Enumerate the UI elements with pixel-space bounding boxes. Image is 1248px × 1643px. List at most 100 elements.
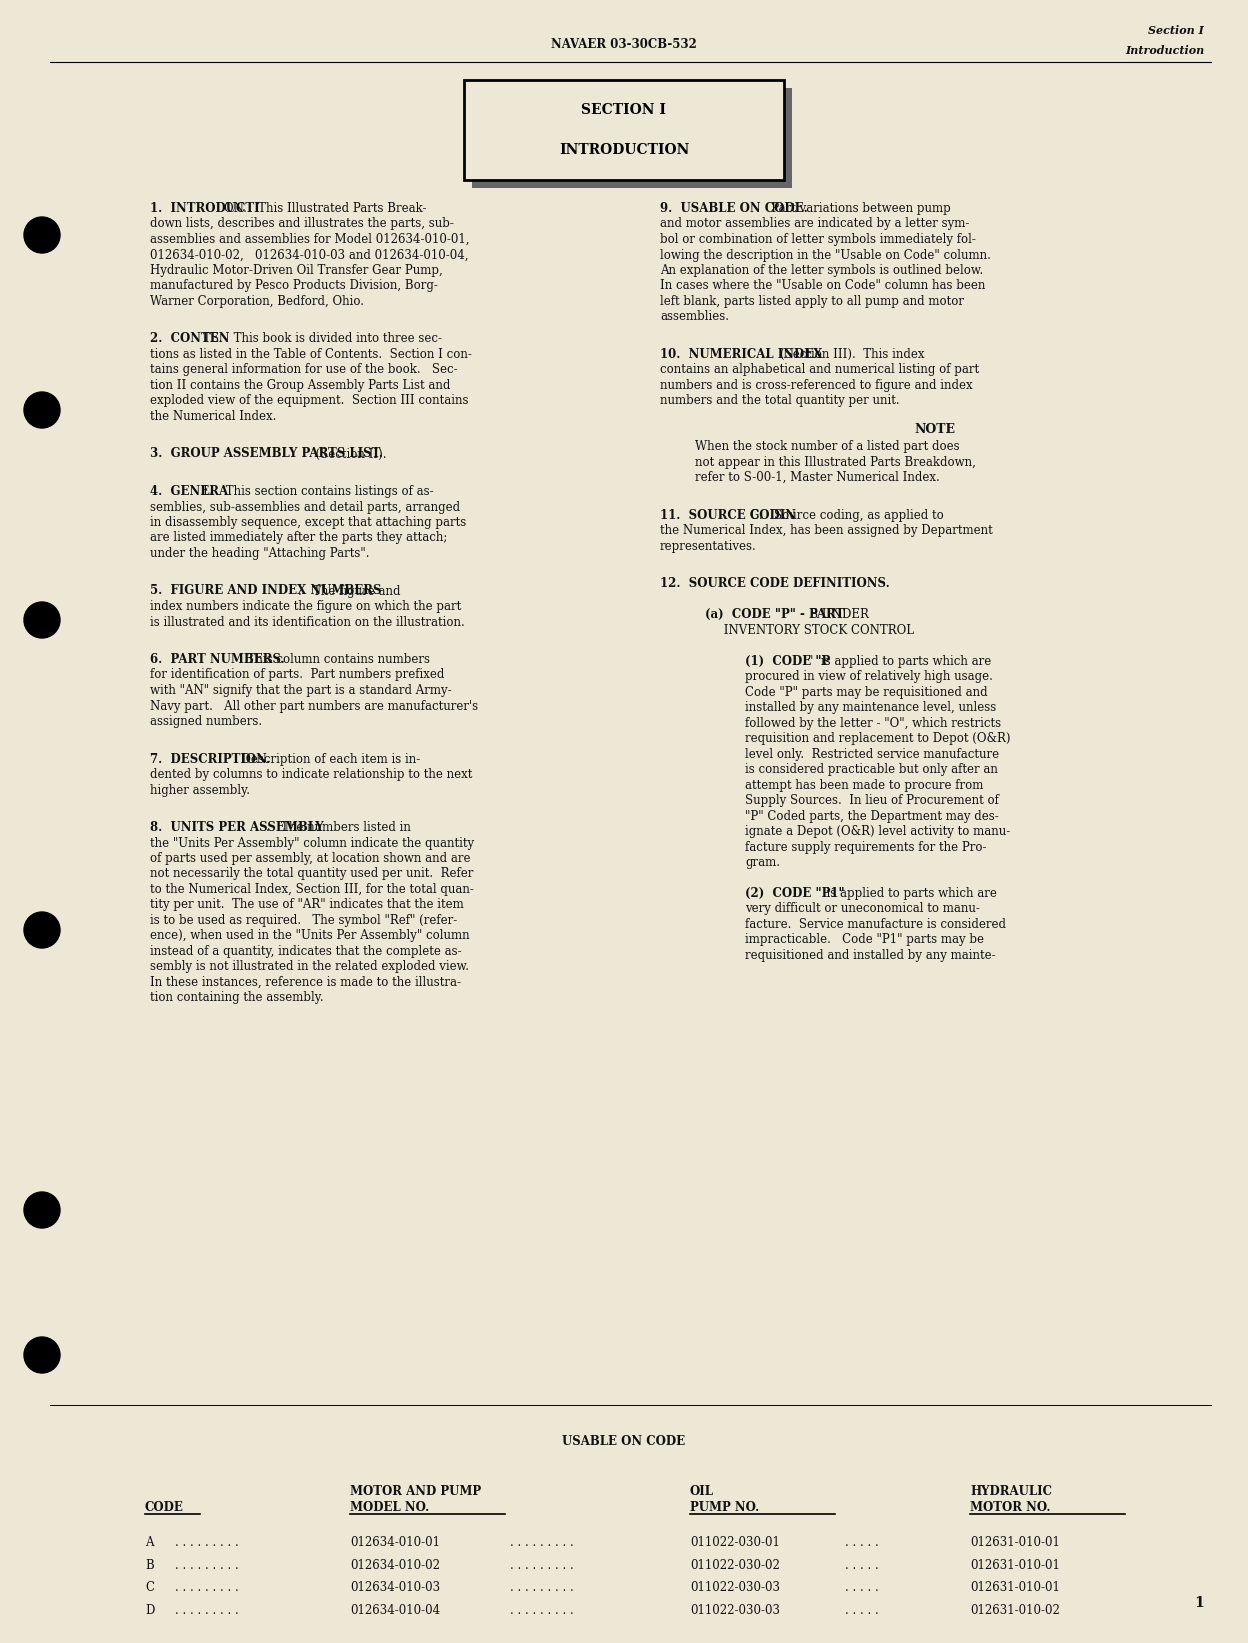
Text: left blank, parts listed apply to all pump and motor: left blank, parts listed apply to all pu…: [660, 296, 963, 307]
Text: the Numerical Index, has been assigned by Department: the Numerical Index, has been assigned b…: [660, 524, 992, 537]
Text: representatives.: representatives.: [660, 541, 756, 552]
Text: assemblies.: assemblies.: [660, 311, 729, 324]
Text: . . . . . . . . .: . . . . . . . . .: [510, 1559, 574, 1572]
Text: the "Units Per Assembly" column indicate the quantity: the "Units Per Assembly" column indicate…: [150, 836, 474, 849]
Text: SECTION I: SECTION I: [582, 104, 666, 117]
Text: dented by columns to indicate relationship to the next: dented by columns to indicate relationsh…: [150, 767, 473, 780]
Circle shape: [24, 601, 60, 637]
Text: impracticable.   Code "P1" parts may be: impracticable. Code "P1" parts may be: [745, 933, 983, 946]
Text: requisitioned and installed by any mainte-: requisitioned and installed by any maint…: [745, 950, 996, 961]
Text: lowing the description in the "Usable on Code" column.: lowing the description in the "Usable on…: [660, 248, 991, 261]
Text: MODEL NO.: MODEL NO.: [349, 1502, 429, 1515]
Text: . . . . . . . . .: . . . . . . . . .: [175, 1604, 238, 1617]
Text: tions as listed in the Table of Contents.  Section I con-: tions as listed in the Table of Contents…: [150, 348, 472, 361]
Text: PUMP NO.: PUMP NO.: [690, 1502, 759, 1515]
Text: 012634-010-02,   012634-010-03 and 012634-010-04,: 012634-010-02, 012634-010-03 and 012634-…: [150, 248, 468, 261]
Text: G.   Source coding, as applied to: G. Source coding, as applied to: [750, 509, 943, 522]
Text: A: A: [145, 1536, 154, 1549]
Circle shape: [24, 1193, 60, 1227]
Text: Hydraulic Motor-Driven Oil Transfer Gear Pump,: Hydraulic Motor-Driven Oil Transfer Gear…: [150, 265, 443, 278]
Text: attempt has been made to procure from: attempt has been made to procure from: [745, 779, 983, 792]
Text: 11.  SOURCE CODIN: 11. SOURCE CODIN: [660, 509, 796, 522]
Text: "P" Coded parts, the Department may des-: "P" Coded parts, the Department may des-: [745, 810, 998, 823]
Text: 1: 1: [1194, 1595, 1204, 1610]
Text: of parts used per assembly, at location shown and are: of parts used per assembly, at location …: [150, 853, 470, 864]
Circle shape: [24, 1337, 60, 1374]
Text: not appear in this Illustrated Parts Breakdown,: not appear in this Illustrated Parts Bre…: [695, 455, 976, 468]
Text: INTRODUCTION: INTRODUCTION: [559, 143, 689, 158]
Text: . . . . . . . . .: . . . . . . . . .: [510, 1582, 574, 1594]
Text: 2.  CONTEN: 2. CONTEN: [150, 332, 230, 345]
Text: INVENTORY STOCK CONTROL: INVENTORY STOCK CONTROL: [705, 624, 914, 636]
Text: tion II contains the Group Assembly Parts List and: tion II contains the Group Assembly Part…: [150, 380, 451, 393]
Text: 8.  UNITS PER ASSEMBLY: 8. UNITS PER ASSEMBLY: [150, 822, 323, 835]
Text: .   The numbers listed in: . The numbers listed in: [266, 822, 411, 835]
Text: 012631-010-01: 012631-010-01: [970, 1582, 1060, 1594]
Text: . . . . . . . . .: . . . . . . . . .: [510, 1604, 574, 1617]
Text: ON.   This Illustrated Parts Break-: ON. This Illustrated Parts Break-: [223, 202, 427, 215]
Text: B: B: [145, 1559, 154, 1572]
Text: . . . . .: . . . . .: [845, 1559, 879, 1572]
Text: 9.  USABLE ON CODE.: 9. USABLE ON CODE.: [660, 202, 807, 215]
Text: Code "P" parts may be requisitioned and: Code "P" parts may be requisitioned and: [745, 685, 987, 698]
Text: 1.  INTRODUCTI: 1. INTRODUCTI: [150, 202, 260, 215]
Text: requisition and replacement to Depot (O&R): requisition and replacement to Depot (O&…: [745, 733, 1011, 744]
Text: bol or combination of letter symbols immediately fol-: bol or combination of letter symbols imm…: [660, 233, 976, 246]
Text: 012634-010-01: 012634-010-01: [349, 1536, 441, 1549]
Text: . . . . .: . . . . .: [845, 1604, 879, 1617]
Text: 6.  PART NUMBERS.: 6. PART NUMBERS.: [150, 652, 285, 665]
Text: 4.  GENERA: 4. GENERA: [150, 485, 228, 498]
Text: . . . . . . . . .: . . . . . . . . .: [175, 1536, 238, 1549]
Text: installed by any maintenance level, unless: installed by any maintenance level, unle…: [745, 702, 996, 715]
Text: numbers and is cross-referenced to figure and index: numbers and is cross-referenced to figur…: [660, 380, 972, 393]
Text: CODE: CODE: [145, 1502, 183, 1515]
Text: is applied to parts which are: is applied to parts which are: [819, 887, 997, 900]
Text: with "AN" signify that the part is a standard Army-: with "AN" signify that the part is a sta…: [150, 683, 452, 697]
Text: level only.  Restricted service manufacture: level only. Restricted service manufactu…: [745, 748, 1000, 761]
Text: (Section II).: (Section II).: [308, 447, 387, 460]
Text: . . . . . . . . .: . . . . . . . . .: [175, 1559, 238, 1572]
Text: refer to S-00-1, Master Numerical Index.: refer to S-00-1, Master Numerical Index.: [695, 472, 940, 485]
Text: "  is applied to parts which are: " is applied to parts which are: [809, 654, 991, 667]
Text: In these instances, reference is made to the illustra-: In these instances, reference is made to…: [150, 976, 461, 989]
Circle shape: [24, 912, 60, 948]
Text: assemblies and assemblies for Model 012634-010-01,: assemblies and assemblies for Model 0126…: [150, 233, 469, 246]
Text: Section I: Section I: [1148, 25, 1204, 36]
Text: .   The figure and: . The figure and: [297, 585, 401, 598]
Text: ence), when used in the "Units Per Assembly" column: ence), when used in the "Units Per Assem…: [150, 930, 469, 943]
Text: . . . . .: . . . . .: [845, 1582, 879, 1594]
Text: 5.  FIGURE AND INDEX NUMBERS: 5. FIGURE AND INDEX NUMBERS: [150, 585, 382, 598]
Text: Supply Sources.  In lieu of Procurement of: Supply Sources. In lieu of Procurement o…: [745, 794, 998, 807]
Text: Navy part.   All other part numbers are manufacturer's: Navy part. All other part numbers are ma…: [150, 700, 478, 713]
Text: numbers and the total quantity per unit.: numbers and the total quantity per unit.: [660, 394, 900, 407]
Text: When the stock number of a listed part does: When the stock number of a listed part d…: [695, 440, 960, 453]
Circle shape: [24, 217, 60, 253]
Text: and motor assemblies are indicated by a letter sym-: and motor assemblies are indicated by a …: [660, 217, 970, 230]
Text: procured in view of relatively high usage.: procured in view of relatively high usag…: [745, 670, 993, 683]
Text: manufactured by Pesco Products Division, Borg-: manufactured by Pesco Products Division,…: [150, 279, 438, 292]
Text: 011022-030-03: 011022-030-03: [690, 1582, 780, 1594]
Text: NOTE: NOTE: [915, 424, 956, 435]
Text: 011022-030-03: 011022-030-03: [690, 1604, 780, 1617]
Text: gram.: gram.: [745, 856, 780, 869]
Text: .   (Section III).  This index: . (Section III). This index: [765, 348, 925, 361]
Text: S UNDER: S UNDER: [810, 608, 870, 621]
Text: tion containing the assembly.: tion containing the assembly.: [150, 991, 323, 1004]
Text: 012634-010-02: 012634-010-02: [349, 1559, 441, 1572]
Text: An explanation of the letter symbols is outlined below.: An explanation of the letter symbols is …: [660, 265, 983, 278]
Text: tity per unit.  The use of "AR" indicates that the item: tity per unit. The use of "AR" indicates…: [150, 899, 464, 912]
Text: (2)  CODE "P1": (2) CODE "P1": [745, 887, 845, 900]
Text: 012631-010-01: 012631-010-01: [970, 1559, 1060, 1572]
Circle shape: [24, 393, 60, 427]
Text: semblies, sub-assemblies and detail parts, arranged: semblies, sub-assemblies and detail part…: [150, 501, 461, 514]
Text: down lists, describes and illustrates the parts, sub-: down lists, describes and illustrates th…: [150, 217, 454, 230]
Text: assigned numbers.: assigned numbers.: [150, 715, 262, 728]
Text: TS.   This book is divided into three sec-: TS. This book is divided into three sec-: [202, 332, 442, 345]
Text: the Numerical Index.: the Numerical Index.: [150, 411, 276, 422]
Text: instead of a quantity, indicates that the complete as-: instead of a quantity, indicates that th…: [150, 945, 462, 958]
Text: 012634-010-03: 012634-010-03: [349, 1582, 441, 1594]
Text: USABLE ON CODE: USABLE ON CODE: [563, 1434, 685, 1447]
Text: 012631-010-01: 012631-010-01: [970, 1536, 1060, 1549]
Text: under the heading "Attaching Parts".: under the heading "Attaching Parts".: [150, 547, 369, 560]
Text: . . . . .: . . . . .: [845, 1536, 879, 1549]
